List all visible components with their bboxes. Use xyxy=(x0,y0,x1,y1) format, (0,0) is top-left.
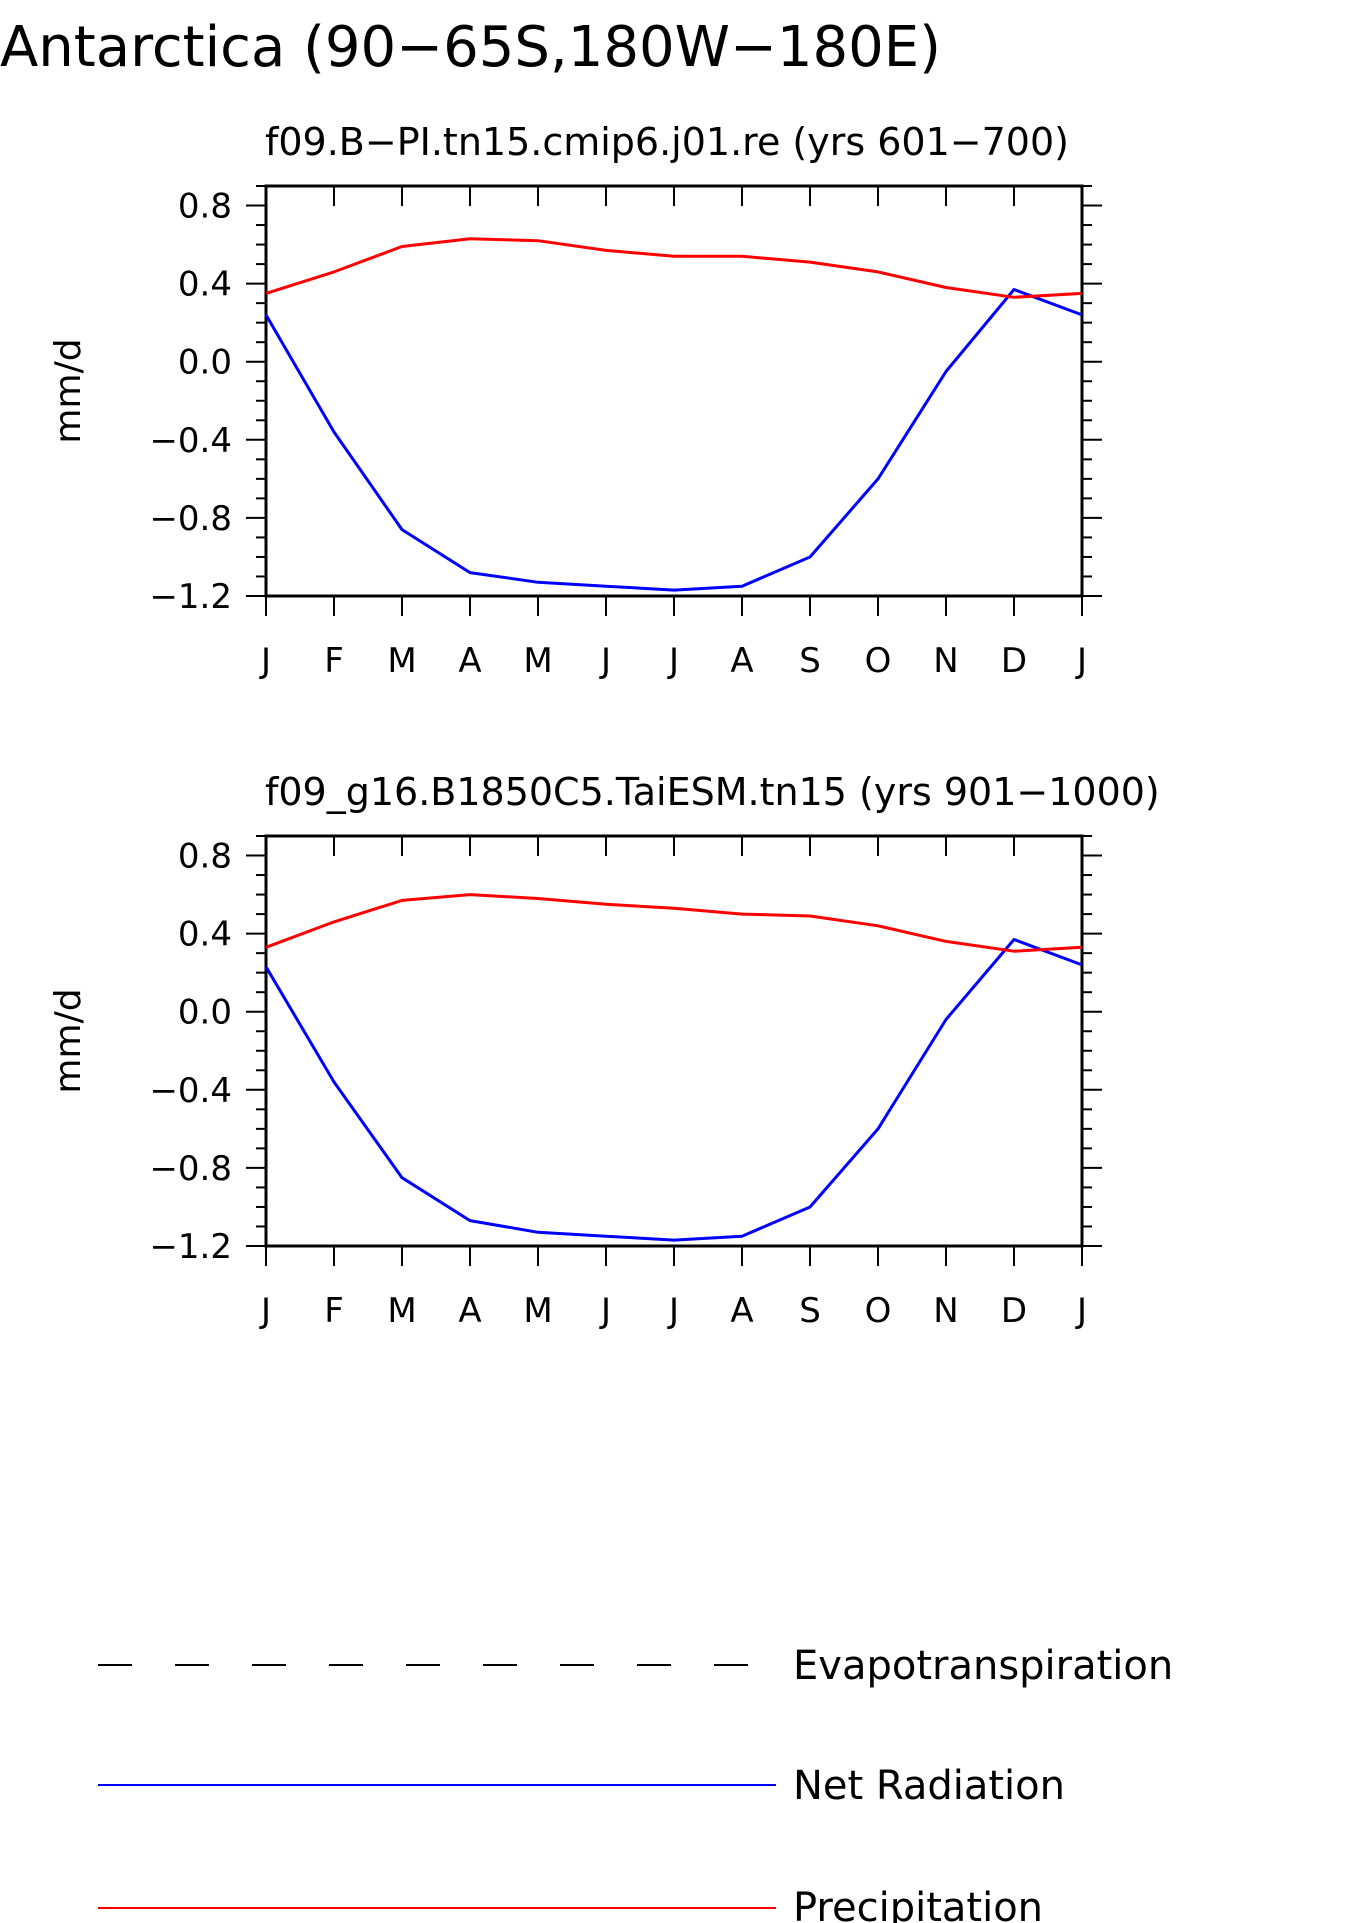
y-tick-label: 0.0 xyxy=(178,343,232,383)
y-tick-label: −0.4 xyxy=(149,421,232,461)
series-line-net-radiation xyxy=(264,288,1083,592)
y-tick-label: 0.4 xyxy=(178,265,232,305)
y-tick-label: 0.4 xyxy=(178,915,232,955)
y-tick-label: 0.8 xyxy=(178,837,232,877)
series-line-precipitation xyxy=(265,893,1083,953)
plot-frame xyxy=(264,834,1084,1248)
y-tick-label: −1.2 xyxy=(149,1227,232,1267)
x-tick-label: S xyxy=(799,1291,821,1331)
x-tick-label: J xyxy=(259,1291,271,1331)
x-tick-label: A xyxy=(730,641,753,681)
panel-title: f09.B−PI.tn15.cmip6.j01.re (yrs 601−700) xyxy=(265,120,1069,164)
legend: Evapotranspiration Net Radiation Precipi… xyxy=(98,1643,1173,1923)
x-tick-label: A xyxy=(730,1291,753,1331)
x-tick-label: M xyxy=(523,641,552,681)
y-tick-label: 0.8 xyxy=(178,187,232,227)
x-tick-label: O xyxy=(865,641,892,681)
x-tick-label: J xyxy=(259,641,271,681)
x-tick-label: M xyxy=(523,1291,552,1331)
x-tick-label: J xyxy=(667,641,679,681)
y-tick-label: 0.0 xyxy=(178,993,232,1033)
x-tick-label: A xyxy=(458,1291,481,1331)
y-tick-label: −0.8 xyxy=(149,1149,232,1189)
y-axis-label: mm/d xyxy=(48,338,89,443)
x-tick-label: M xyxy=(387,1291,416,1331)
y-tick-label: −0.8 xyxy=(149,499,232,539)
x-tick-label: S xyxy=(799,641,821,681)
y-axis-label: mm/d xyxy=(48,988,89,1093)
series-line-precipitation xyxy=(265,237,1083,299)
chart-panel-top: f09.B−PI.tn15.cmip6.j01.re (yrs 601−700)… xyxy=(48,120,1102,681)
x-tick-label: J xyxy=(599,1291,611,1331)
x-tick-label: A xyxy=(458,641,481,681)
x-tick-label: D xyxy=(1001,641,1027,681)
y-tick-label: −0.4 xyxy=(149,1071,232,1111)
legend-label-net-radiation: Net Radiation xyxy=(793,1763,1065,1809)
x-tick-label: O xyxy=(865,1291,892,1331)
main-title: Antarctica (90−65S,180W−180E) xyxy=(0,15,941,80)
y-tick-label: −1.2 xyxy=(149,577,232,617)
x-tick-label: J xyxy=(667,1291,679,1331)
x-tick-label: M xyxy=(387,641,416,681)
x-tick-label: J xyxy=(1075,641,1087,681)
x-tick-label: F xyxy=(324,1291,344,1331)
series-line-net-radiation xyxy=(264,938,1083,1242)
x-tick-label: J xyxy=(599,641,611,681)
legend-label-evapotranspiration: Evapotranspiration xyxy=(793,1643,1173,1689)
panel-title: f09_g16.B1850C5.TaiESM.tn15 (yrs 901−100… xyxy=(265,770,1160,814)
x-tick-label: J xyxy=(1075,1291,1087,1331)
x-tick-label: D xyxy=(1001,1291,1027,1331)
chart-panel-bottom: f09_g16.B1850C5.TaiESM.tn15 (yrs 901−100… xyxy=(48,770,1160,1331)
x-tick-label: N xyxy=(933,641,958,681)
plot-frame xyxy=(264,184,1084,598)
x-tick-label: F xyxy=(324,641,344,681)
x-tick-label: N xyxy=(933,1291,958,1331)
legend-label-precipitation: Precipitation xyxy=(793,1885,1043,1923)
